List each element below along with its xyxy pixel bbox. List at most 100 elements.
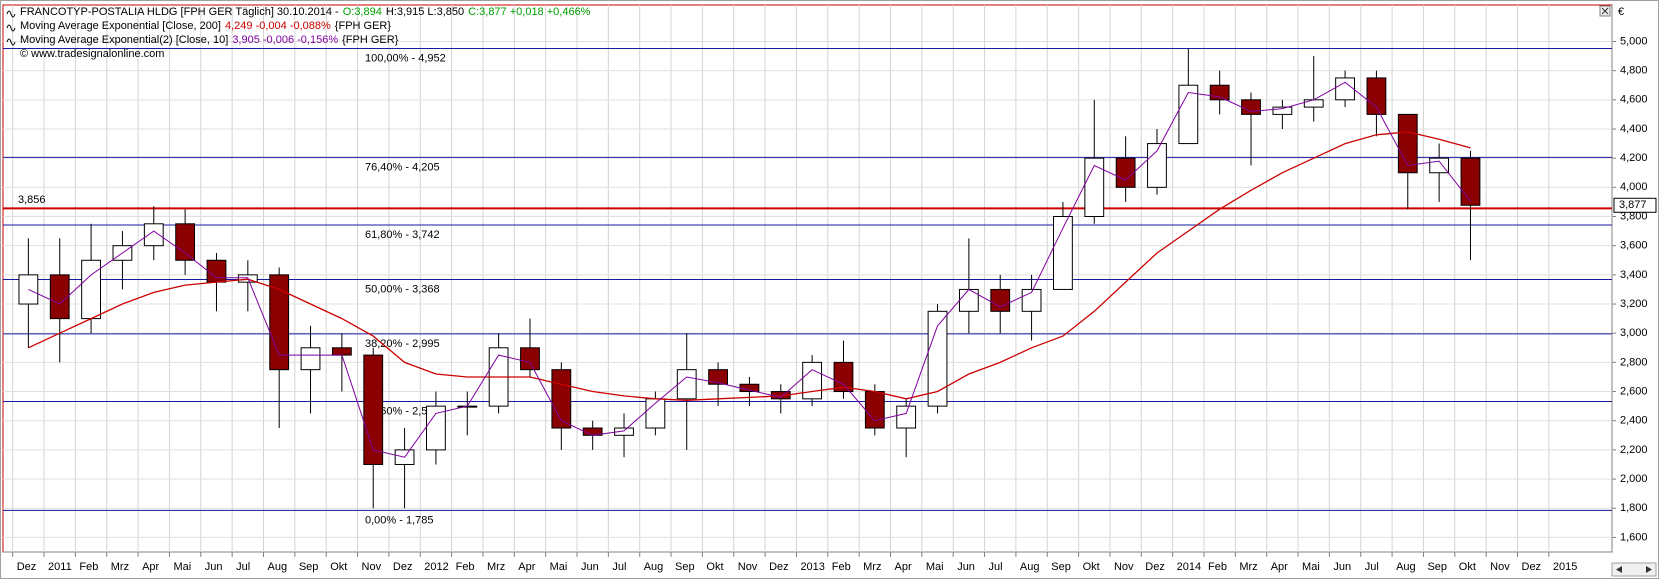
x-tick-label: Okt	[1459, 561, 1476, 573]
fib-label: 0,00% - 1,785	[365, 514, 434, 526]
x-tick-label: Nov	[1114, 561, 1134, 573]
x-tick-label: Sep	[299, 561, 319, 573]
y-tick-label: 4,200	[1620, 152, 1648, 164]
y-tick-label: 3,000	[1620, 327, 1648, 339]
candle-body	[18, 274, 39, 305]
candle-body	[1241, 99, 1261, 115]
candle-body	[1147, 143, 1167, 188]
x-tick-label: Apr	[895, 561, 912, 573]
x-tick-label: 2011	[48, 561, 72, 573]
x-tick-label: Mai	[926, 561, 944, 573]
x-tick-label: Nov	[738, 561, 758, 573]
y-tick-label: 2,000	[1620, 473, 1648, 485]
x-tick-label: Mai	[550, 561, 568, 573]
y-tick-label: 1,600	[1620, 531, 1648, 543]
y-tick-label: 2,400	[1620, 415, 1648, 427]
header-part: © www.tradesignalonline.com	[20, 48, 164, 60]
candle-body	[833, 361, 854, 393]
x-tick-label: Sep	[1051, 561, 1071, 573]
candle-body	[1397, 113, 1418, 174]
x-tick-label: Feb	[79, 561, 98, 573]
x-tick-label: Aug	[1396, 561, 1416, 573]
fib-label: 61,80% - 3,742	[365, 229, 440, 241]
x-tick-label: Dez	[17, 561, 37, 573]
x-tick-label: Dez	[769, 561, 789, 573]
x-tick-label: Apr	[142, 561, 159, 573]
x-tick-label: Mai	[173, 561, 191, 573]
x-tick-label: Okt	[706, 561, 723, 573]
y-tick-label: 3,600	[1620, 240, 1648, 252]
header-part: H:3,915 L:3,850	[386, 6, 464, 18]
y-tick-label: 2,600	[1620, 385, 1648, 397]
fib-label: 50,00% - 3,368	[365, 283, 440, 295]
x-tick-label: Apr	[1271, 561, 1288, 573]
fib-label: 38,20% - 2,995	[365, 338, 440, 350]
candle-body	[143, 223, 164, 247]
candle-body	[1272, 106, 1293, 115]
candle-body	[426, 405, 446, 451]
candle-body	[1303, 99, 1324, 108]
candle-body	[81, 259, 101, 320]
x-tick-label: Aug	[1020, 561, 1040, 573]
y-tick-label: 4,600	[1620, 94, 1648, 106]
candle-body	[1053, 216, 1073, 290]
x-tick-label: Apr	[518, 561, 535, 573]
scroll-bar[interactable]	[1611, 562, 1657, 577]
header-part: O:3,894	[343, 6, 382, 18]
candle-body	[49, 274, 70, 320]
header-part: {FPH GER}	[335, 20, 392, 32]
header-part: C:3,877 +0,018 +0,466%	[468, 6, 591, 18]
candle-body	[614, 427, 634, 436]
candle-body	[896, 405, 917, 429]
x-tick-label: Jun	[205, 561, 223, 573]
last-price-label: 3,877	[1619, 199, 1647, 211]
header-part: {FPH GER}	[342, 34, 399, 46]
candle-body	[175, 223, 196, 261]
header-part: FRANCOTYP-POSTALIA HLDG [FPH GER Täglich…	[20, 6, 339, 18]
y-tick-label: 4,000	[1620, 181, 1648, 193]
header-icon	[6, 38, 16, 46]
candle-body	[864, 391, 885, 429]
x-tick-label: Dez	[1145, 561, 1165, 573]
y-tick-label: 3,400	[1620, 269, 1648, 281]
candle-body	[1084, 157, 1105, 218]
x-tick-label: Nov	[362, 561, 382, 573]
candle-body	[363, 354, 384, 465]
candle-body	[927, 310, 948, 407]
y-tick-label: 4,400	[1620, 123, 1648, 135]
header: FRANCOTYP-POSTALIA HLDG [FPH GER Täglich…	[6, 6, 591, 60]
last-price-tag	[1613, 197, 1657, 213]
x-tick-label: Aug	[268, 561, 288, 573]
x-tick-label: Jul	[612, 561, 626, 573]
x-tick-label: Feb	[1208, 561, 1227, 573]
fib-label: 100,00% - 4,952	[365, 52, 446, 64]
candle-body	[802, 361, 823, 400]
ma-line	[28, 81, 1471, 458]
candle-body	[300, 347, 321, 371]
candle-body	[206, 259, 227, 283]
header-icon	[6, 24, 16, 32]
ma-line	[28, 131, 1471, 401]
header-part: 3,905 -0,006 -0,156%	[232, 34, 338, 46]
x-tick-label: Okt	[330, 561, 347, 573]
header-part: 4,249 -0,004 -0,088%	[225, 20, 331, 32]
x-tick-label: 2012	[424, 561, 448, 573]
candle-body	[1429, 157, 1450, 174]
candle-body	[1209, 84, 1230, 101]
currency: €	[1618, 6, 1624, 18]
candle-body	[1115, 157, 1136, 188]
x-tick-label: Feb	[832, 561, 851, 573]
candle-body	[269, 274, 290, 371]
candle-body	[708, 369, 728, 385]
x-tick-label: Mrz	[487, 561, 505, 573]
header-icon	[6, 10, 16, 18]
candle-body	[551, 369, 572, 429]
x-tick-label: Mai	[1302, 561, 1320, 573]
x-tick-label: Nov	[1490, 561, 1510, 573]
x-tick-label: Sep	[675, 561, 695, 573]
x-tick-label: Jul	[989, 561, 1003, 573]
y-tick-label: 2,800	[1620, 356, 1648, 368]
x-tick-label: Feb	[456, 561, 475, 573]
